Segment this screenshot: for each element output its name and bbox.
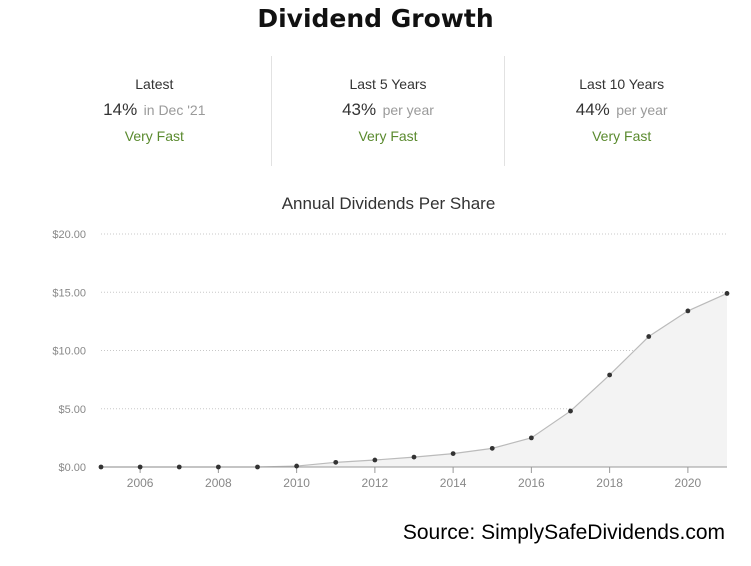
stat-value: 14% xyxy=(103,100,138,119)
y-tick-label: $10.00 xyxy=(52,346,86,358)
stat-latest: Latest 14% in Dec '21 Very Fast xyxy=(38,56,272,166)
stat-last-5-years: Last 5 Years 43% per year Very Fast xyxy=(272,56,506,166)
data-point xyxy=(489,445,495,451)
x-tick-label: 2012 xyxy=(362,476,389,490)
stat-label: Last 10 Years xyxy=(579,76,665,92)
x-tick-label: 2014 xyxy=(440,476,467,490)
area-fill xyxy=(101,293,727,467)
data-point xyxy=(528,435,534,441)
stat-value-row: 43% per year xyxy=(272,100,505,120)
stat-rating: Very Fast xyxy=(592,128,652,144)
stat-value: 44% xyxy=(575,100,610,119)
stat-label: Latest xyxy=(135,76,174,92)
stat-rating: Very Fast xyxy=(124,128,184,144)
data-point xyxy=(137,464,143,470)
data-point xyxy=(255,464,260,470)
y-tick-label: $15.00 xyxy=(52,287,86,299)
stat-suffix: in Dec '21 xyxy=(143,102,206,118)
stats-panel: Latest 14% in Dec '21 Very Fast Last 5 Y… xyxy=(38,56,738,166)
chart-title: Annual Dividends Per Share xyxy=(281,194,496,213)
y-tick-label: $0.00 xyxy=(58,462,86,474)
stat-value-row: 14% in Dec '21 xyxy=(38,100,271,120)
stat-value-row: 44% per year xyxy=(505,100,738,120)
stat-rating: Very Fast xyxy=(358,128,418,144)
data-point xyxy=(215,464,221,470)
data-point xyxy=(568,408,573,414)
y-tick-label: $20.00 xyxy=(52,229,86,241)
data-point xyxy=(372,457,378,463)
data-point xyxy=(294,463,300,469)
data-point xyxy=(98,464,104,470)
x-tick-label: 2018 xyxy=(596,476,623,490)
data-point xyxy=(685,308,691,314)
page-title: Dividend Growth xyxy=(257,4,494,33)
data-point xyxy=(450,451,456,457)
stat-last-10-years: Last 10 Years 44% per year Very Fast xyxy=(505,56,738,166)
source-credit: Source: SimplySafeDividends.com xyxy=(402,521,725,544)
x-tick-label: 2008 xyxy=(205,476,232,490)
data-point xyxy=(646,334,652,339)
stat-suffix: per year xyxy=(616,102,668,118)
stat-suffix: per year xyxy=(382,102,434,118)
data-point xyxy=(411,454,417,460)
y-tick-label: $5.00 xyxy=(58,404,86,416)
data-point xyxy=(176,464,182,470)
stat-value: 43% xyxy=(342,100,377,119)
x-tick-label: 2020 xyxy=(675,476,702,490)
data-point xyxy=(607,372,613,378)
data-point xyxy=(724,291,730,296)
data-point xyxy=(333,459,339,465)
stat-label: Last 5 Years xyxy=(349,76,427,92)
x-tick-label: 2006 xyxy=(127,476,154,490)
x-tick-label: 2016 xyxy=(518,476,545,490)
x-tick-label: 2010 xyxy=(283,476,310,490)
